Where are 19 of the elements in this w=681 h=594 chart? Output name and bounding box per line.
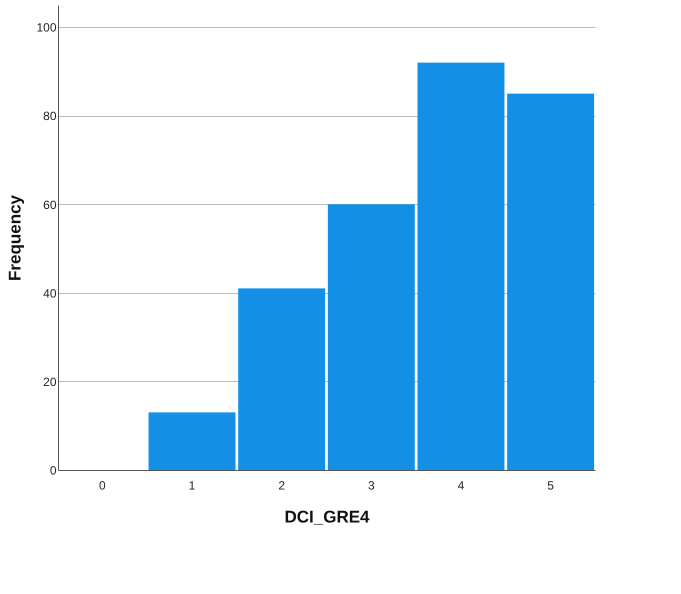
bar	[148, 412, 236, 470]
y-tick-label: 40	[43, 286, 57, 300]
x-tick-label: 2	[278, 478, 286, 492]
x-tick-label: 0	[99, 478, 106, 492]
bar	[328, 204, 415, 470]
y-tick-label: 20	[43, 374, 57, 389]
y-tick-label: 60	[43, 198, 57, 212]
y-tick-label: 0	[50, 464, 57, 478]
x-tick-label: 4	[458, 478, 465, 492]
x-tick-label: 5	[547, 478, 554, 492]
y-axis-title: Frequency	[5, 194, 24, 281]
x-tick-label: 3	[368, 478, 375, 492]
bar	[417, 62, 504, 470]
x-tick-label: 1	[188, 478, 196, 492]
bar	[507, 94, 594, 470]
bar	[238, 288, 326, 470]
y-tick-label: 80	[43, 109, 57, 124]
y-tick-label: 100	[36, 20, 57, 35]
x-axis-title: DCI_GRE4	[284, 508, 370, 526]
